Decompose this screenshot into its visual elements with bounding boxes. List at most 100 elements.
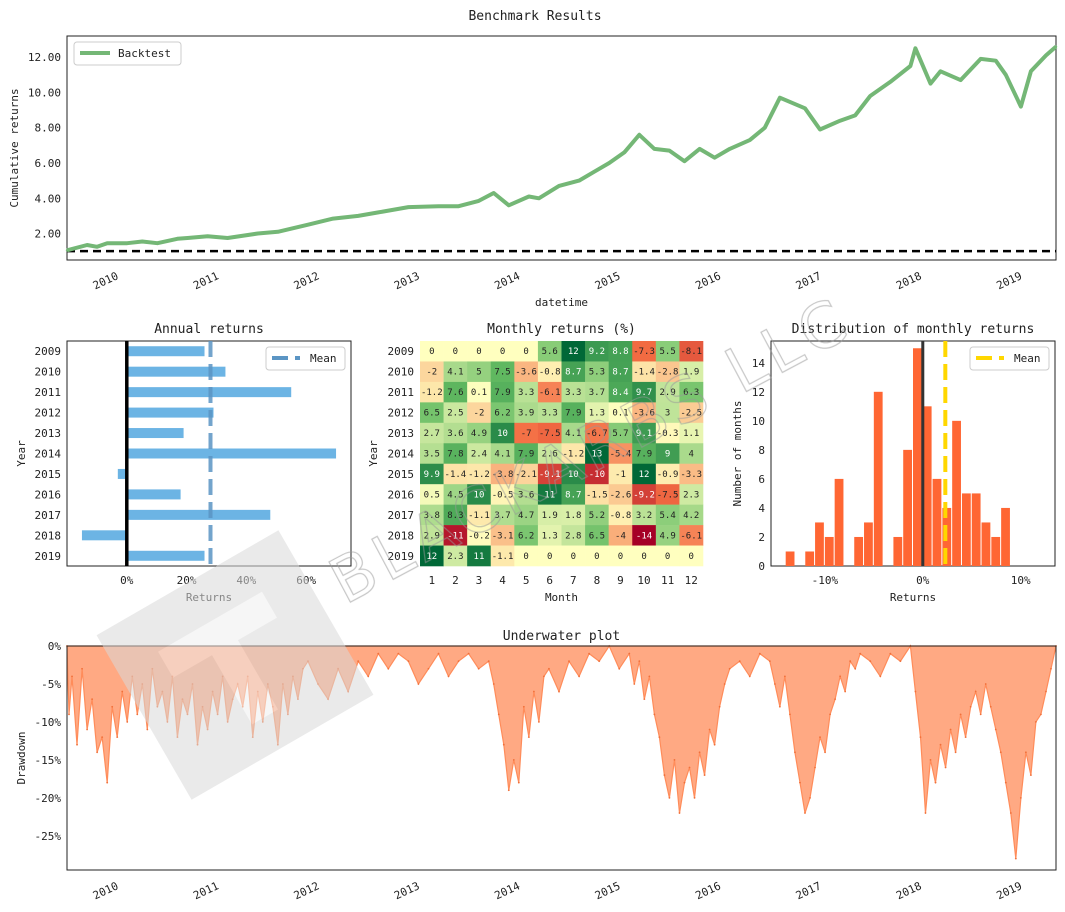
- heatmap-cell: [420, 443, 444, 465]
- year-tick-label: 2018: [388, 529, 415, 542]
- plot-frame: [66, 35, 1057, 261]
- drawdown-point: [1009, 812, 1012, 814]
- histogram-bar: [922, 406, 932, 566]
- heatmap-cell: [443, 443, 468, 465]
- heatmap-value: -2.6: [610, 490, 632, 500]
- x-tick-label: 2010: [91, 879, 121, 902]
- year-tick-label: 2019: [388, 550, 415, 563]
- heatmap-cell: [655, 402, 680, 424]
- y-tick-label: 12: [752, 386, 765, 399]
- histogram-bar: [903, 449, 912, 566]
- backtest-point: [994, 59, 997, 62]
- heatmap-value: 0.1: [612, 409, 628, 419]
- histogram-bar: [1001, 507, 1010, 566]
- backtest-point: [713, 156, 716, 159]
- histogram-bar: [981, 522, 991, 566]
- y-tick-label: 4.00: [35, 192, 62, 205]
- heatmap-value: 1.1: [683, 429, 699, 439]
- backtest-point: [778, 96, 782, 99]
- heatmap-value: 0: [641, 552, 646, 562]
- y-tick-label: 10: [752, 415, 765, 428]
- heatmap-value: 3.9: [518, 409, 534, 419]
- backtest-point: [477, 199, 480, 203]
- heatmap-value: 4.9: [659, 531, 675, 541]
- drawdown-point: [703, 774, 706, 776]
- heatmap-cell: [514, 545, 539, 567]
- drawdown-point: [834, 698, 837, 701]
- drawdown-point: [111, 705, 114, 708]
- annual-bar: [126, 489, 181, 500]
- heatmap-cell: [585, 443, 609, 465]
- annual-bar: [126, 428, 184, 439]
- drawdown-point: [1040, 713, 1042, 716]
- drawdown-point: [116, 736, 119, 739]
- x-tick-label: 2013: [392, 879, 422, 902]
- month-tick-label: 6: [546, 574, 553, 587]
- heatmap-value: 3.3: [542, 409, 558, 419]
- drawdown-point: [357, 660, 360, 663]
- drawdown-point: [532, 690, 535, 693]
- heatmap-value: 6.5: [424, 409, 440, 419]
- heatmap-value: 11: [544, 490, 555, 500]
- drawdown-point: [377, 652, 380, 655]
- heatmap-value: -1.1: [492, 552, 514, 562]
- heatmap-value: -1.4: [633, 368, 655, 378]
- heatmap-value: 3.7: [494, 511, 510, 521]
- heatmap-value: 1.3: [589, 409, 605, 419]
- heatmap-cell: [679, 463, 704, 485]
- heatmap-cell: [585, 402, 609, 424]
- monthly-returns-panel: Monthly returns (%)0 0 0 0 0 5.6 12 9.2 8.8 -7.3 5…: [367, 322, 704, 604]
- backtest-point: [1054, 45, 1058, 48]
- drawdown-point: [969, 705, 972, 708]
- drawdown-point: [778, 705, 781, 708]
- heatmap-cell: [420, 463, 444, 485]
- drawdown-point: [824, 751, 826, 754]
- heatmap-cell: [585, 361, 609, 383]
- backtest-series-line: [66, 45, 1058, 253]
- histogram-bar: [952, 420, 961, 566]
- histogram-bar: [785, 551, 795, 566]
- heatmap-value: 10: [497, 429, 508, 439]
- heatmap-cell: [632, 402, 657, 424]
- heatmap-value: 1.9: [542, 511, 558, 521]
- heatmap-cell: [420, 525, 444, 546]
- drawdown-point: [1050, 667, 1052, 670]
- heatmap-cell: [443, 463, 468, 485]
- drawdown-point: [794, 751, 796, 754]
- heatmap-value: 7.9: [518, 450, 534, 460]
- drawdown-point: [1029, 774, 1032, 776]
- annual-title: Annual returns: [154, 322, 264, 337]
- backtest-point: [65, 249, 69, 252]
- backtest-point: [939, 70, 942, 73]
- drawdown-point: [497, 713, 500, 716]
- heatmap-cell: [443, 484, 468, 505]
- heatmap-cell: [655, 545, 680, 567]
- heatmap-value: -1.2: [562, 450, 584, 460]
- heatmap-cell: [608, 484, 633, 505]
- drawdown-point: [758, 652, 761, 655]
- annual-bar: [126, 550, 205, 561]
- heatmap-cell: [585, 504, 609, 526]
- heatmap-value: 0: [429, 347, 434, 357]
- heatmap-value: 4.1: [447, 368, 463, 378]
- heatmap-value: 8.8: [612, 347, 628, 357]
- heatmap-value: 0: [523, 347, 528, 357]
- heatmap-cell: [679, 484, 704, 505]
- heatmap-cell: [585, 545, 609, 567]
- heatmap-cell: [514, 422, 539, 444]
- annual-bar: [81, 530, 127, 541]
- y-tick-label: -20%: [35, 792, 62, 805]
- y-tick-label: 0: [758, 560, 765, 573]
- month-tick-label: 1: [428, 574, 435, 587]
- drawdown-point: [146, 728, 149, 731]
- y-tick-label: 2: [758, 531, 765, 544]
- month-tick-label: 12: [685, 574, 698, 587]
- heatmap-cell: [467, 504, 492, 526]
- heatmap-value: 9: [665, 450, 670, 460]
- backtest-point: [557, 184, 561, 188]
- backtest-point: [437, 205, 440, 208]
- heatmap-cell: [420, 422, 444, 444]
- heatmap-value: -3.8: [492, 470, 514, 480]
- heatmap-value: 0: [618, 552, 623, 562]
- drawdown-point: [407, 660, 410, 663]
